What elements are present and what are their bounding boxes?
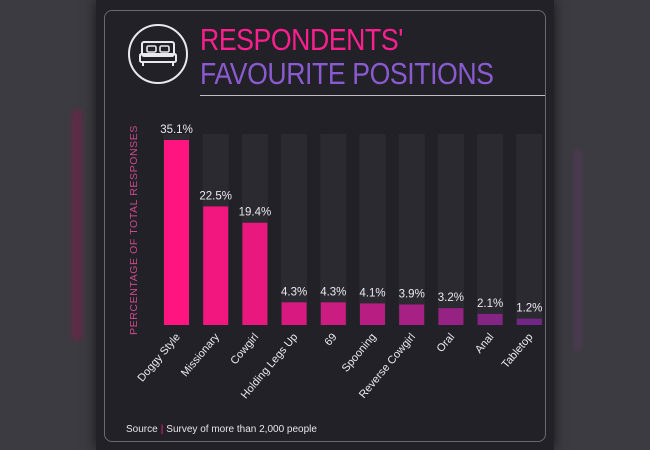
source-note: Source | Survey of more than 2,000 people (126, 424, 317, 435)
bar-6 (399, 304, 425, 325)
chart-title-line1: RESPONDENTS' (200, 22, 403, 57)
infographic-panel: RESPONDENTS' FAVOURITE POSITIONS PERCENT… (96, 0, 554, 450)
bar-4 (320, 302, 346, 325)
bed-icon (128, 24, 188, 84)
source-label: Source (126, 424, 158, 435)
bar-5 (360, 303, 385, 325)
title-divider (200, 95, 545, 96)
source-separator: | (160, 424, 164, 435)
category-label: Spooning (340, 331, 379, 374)
category-label: Oral (435, 331, 458, 355)
bar-1 (203, 206, 229, 325)
bar-value-label: 4.3% (281, 286, 307, 298)
bar-track (320, 134, 347, 325)
bar-value-label: 22.5% (199, 190, 232, 202)
panel-frame (104, 10, 546, 442)
category-label: Doggy Style (135, 331, 182, 384)
category-label: Tabletop (500, 331, 536, 371)
bar-value-label: 35.1% (160, 124, 193, 136)
bar-value-label: 2.1% (477, 298, 503, 310)
bar-9 (516, 318, 542, 325)
chart-title-line2: FAVOURITE POSITIONS (200, 56, 494, 91)
bar-track (281, 134, 308, 325)
bar-track (398, 134, 425, 325)
category-label: Cowgirl (228, 331, 261, 367)
bar-value-label: 4.1% (359, 287, 385, 299)
bar-track (516, 134, 543, 325)
bar-value-label: 1.2% (516, 303, 542, 315)
bar-value-label: 19.4% (239, 207, 272, 219)
background-left-blur (0, 0, 96, 450)
bar-value-label: 4.3% (320, 286, 346, 298)
category-label: Anal (473, 331, 496, 356)
bar-7 (438, 308, 464, 325)
category-label: 69 (323, 331, 340, 348)
bar-3 (281, 302, 307, 325)
bar-track (359, 134, 386, 325)
background-right-blur (554, 0, 650, 450)
category-label: Missionary (179, 331, 222, 379)
bar-value-label: 3.2% (438, 292, 464, 304)
bar-track (477, 134, 504, 325)
source-text: Survey of more than 2,000 people (166, 424, 317, 435)
bar-0 (164, 140, 189, 325)
bar-value-label: 3.9% (399, 288, 425, 300)
bar-chart: 35.1% Doggy Style 22.5% Missionary 19.4% Cowg… (135, 124, 543, 401)
bar-8 (477, 313, 503, 325)
bar-2 (242, 222, 268, 325)
bar-track (437, 134, 464, 325)
